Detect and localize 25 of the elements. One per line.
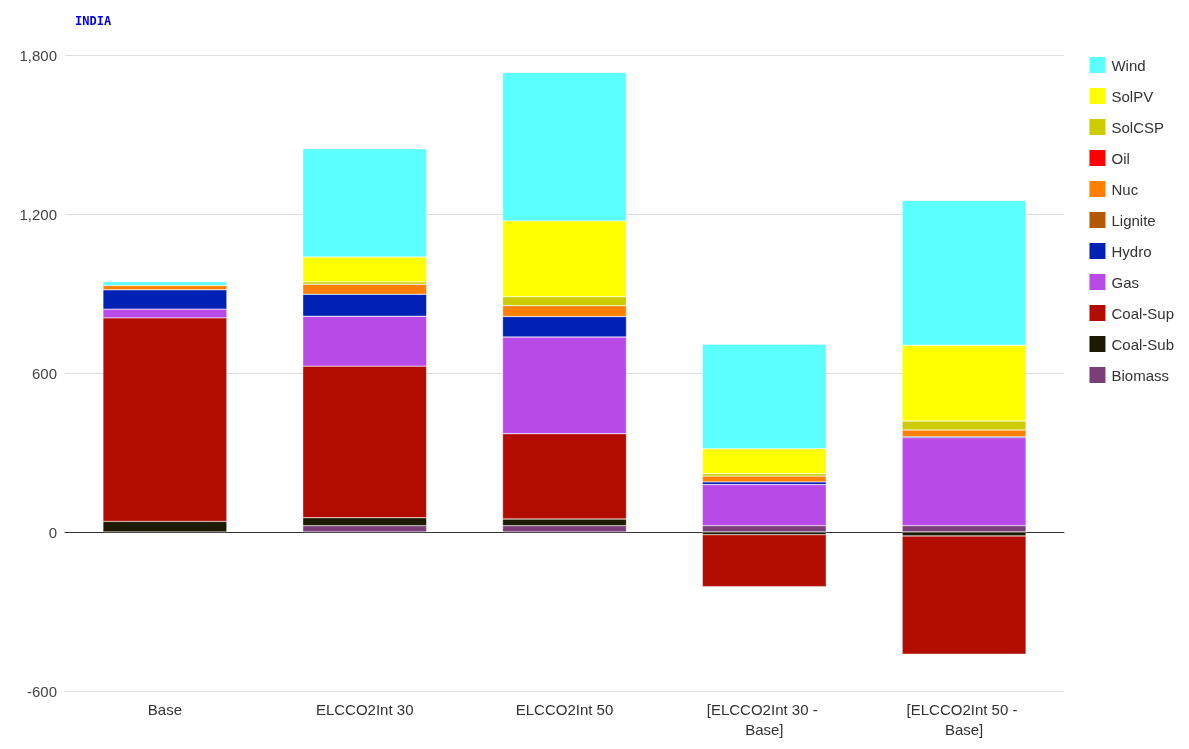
y-tick-label: 1,800	[19, 46, 57, 64]
legend-label: Nuc	[1111, 180, 1139, 198]
legend-label: SolPV	[1111, 87, 1154, 105]
x-tick-label: [ELCCO2Int 50 - Base]	[906, 700, 1022, 738]
legend-label: Gas	[1111, 273, 1139, 291]
x-tick-label: [ELCCO2Int 30 - Base]	[706, 700, 822, 738]
legend-label: Coal-Sup	[1111, 304, 1175, 322]
legend-label: Oil	[1111, 149, 1130, 167]
legend-label: Hydro	[1111, 242, 1152, 260]
bar	[702, 534, 827, 587]
x-tick-label: Base	[147, 700, 182, 718]
y-tick-label: 600	[31, 364, 57, 382]
bar	[102, 281, 227, 286]
y-tick-label: 1,200	[19, 205, 57, 223]
chart-title: INDIA	[75, 14, 112, 28]
y-tick-label: -600	[26, 682, 57, 700]
bar	[902, 535, 1027, 655]
legend-label: Wind	[1111, 56, 1146, 74]
legend-label: SolCSP	[1111, 118, 1164, 136]
legend-label: Lignite	[1111, 211, 1156, 229]
legend-label: Biomass	[1111, 366, 1169, 384]
legend-label: Coal-Sub	[1111, 335, 1175, 353]
y-tick-label: 0	[48, 523, 57, 541]
x-tick-label: ELCCO2Int 30	[315, 700, 414, 718]
x-tick-label: ELCCO2Int 50	[515, 700, 614, 718]
